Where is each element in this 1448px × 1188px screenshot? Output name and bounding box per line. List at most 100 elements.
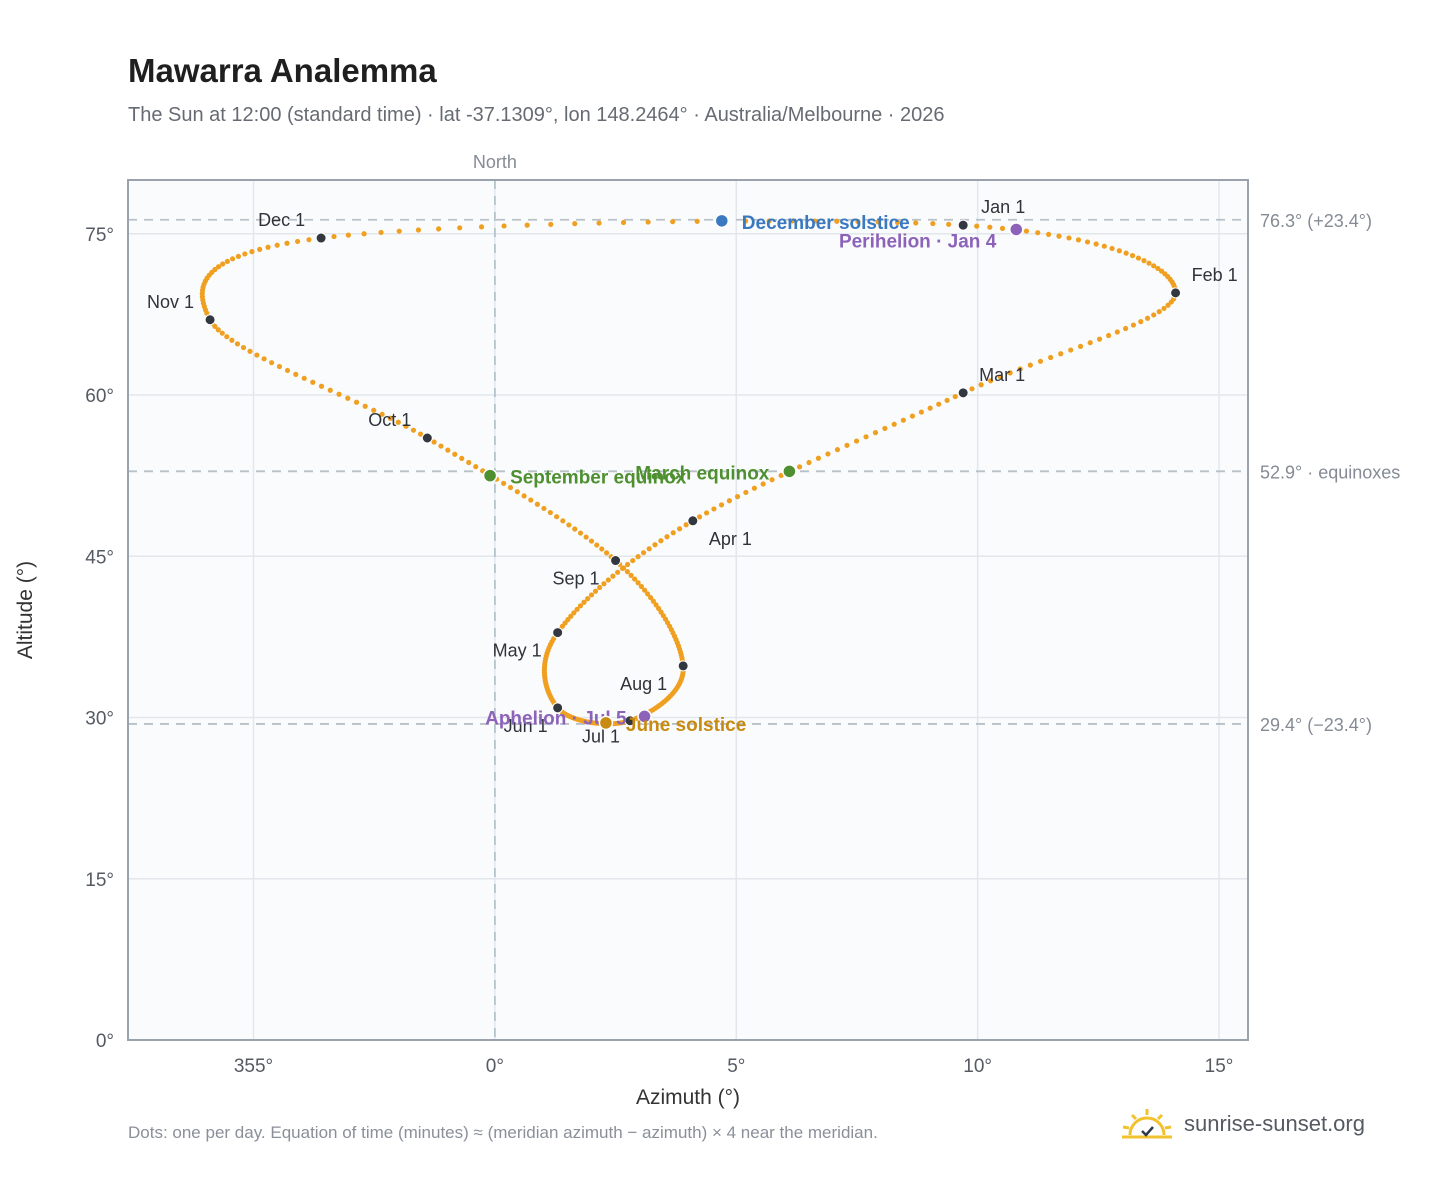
daily-sun-dot — [1165, 302, 1171, 308]
daily-sun-dot — [521, 493, 527, 499]
daily-sun-dot — [1096, 336, 1103, 342]
daily-sun-dot — [1135, 255, 1142, 261]
daily-sun-dot — [628, 572, 634, 578]
month-label: Aug 1 — [620, 674, 667, 694]
month-marker — [552, 702, 564, 714]
daily-sun-dot — [466, 459, 472, 466]
daily-sun-dot — [769, 477, 775, 483]
daily-sun-dot — [711, 506, 717, 512]
brand[interactable]: sunrise-sunset.org — [1120, 1102, 1365, 1146]
event-label: June solstice — [626, 715, 746, 736]
reference-line-label: 29.4° (−23.4°) — [1260, 715, 1372, 735]
daily-sun-dot — [894, 219, 901, 225]
daily-sun-dot — [234, 341, 241, 347]
daily-sun-dot — [445, 447, 451, 453]
daily-sun-dot — [574, 606, 580, 612]
daily-sun-dot — [946, 221, 952, 227]
daily-sun-dot — [261, 356, 267, 362]
month-marker — [1170, 287, 1182, 299]
daily-sun-dot — [293, 371, 299, 377]
month-marker — [204, 314, 216, 326]
daily-sun-dot — [1168, 299, 1174, 305]
daily-sun-dot — [632, 576, 638, 582]
chart-subtitle: The Sun at 12:00 (standard time) · lat -… — [128, 104, 945, 126]
daily-sun-dot — [1146, 260, 1152, 266]
daily-sun-dot — [415, 227, 422, 233]
daily-sun-dot — [909, 413, 916, 419]
month-marker — [610, 555, 622, 567]
daily-sun-dot — [361, 231, 367, 237]
daily-sun-dot — [696, 514, 703, 520]
daily-sun-dot — [247, 348, 253, 354]
brand-name: sunrise-sunset.org — [1184, 1111, 1365, 1136]
month-label: Oct 1 — [368, 410, 411, 430]
daily-sun-dot — [1109, 245, 1115, 252]
daily-sun-dot — [646, 546, 652, 552]
daily-sun-dot — [645, 591, 651, 597]
daily-sun-dot — [1027, 362, 1033, 368]
daily-sun-dot — [501, 480, 507, 486]
reference-line-label: 76.3° (+23.4°) — [1260, 211, 1372, 231]
daily-sun-dot — [610, 573, 616, 579]
daily-sun-dot — [224, 258, 230, 264]
daily-sun-dot — [1144, 315, 1151, 321]
daily-sun-dot — [855, 218, 861, 225]
daily-sun-dot — [395, 419, 401, 425]
daily-sun-dot — [577, 603, 584, 609]
daily-sun-dot — [417, 431, 424, 437]
daily-sun-dot — [812, 218, 818, 224]
daily-sun-dot — [1084, 239, 1091, 245]
daily-sun-dot — [331, 233, 337, 240]
event-label: March equinox — [635, 463, 770, 484]
daily-sun-dot — [524, 222, 530, 228]
daily-sun-dot — [927, 405, 933, 411]
x-axis-title: Azimuth (°) — [636, 1086, 740, 1109]
daily-sun-dot — [1161, 305, 1167, 312]
daily-sun-dot — [501, 223, 507, 229]
daily-sun-dot — [1114, 329, 1120, 335]
daily-sun-dot — [1151, 312, 1157, 318]
daily-sun-dot — [1087, 340, 1093, 346]
daily-sun-dot — [219, 330, 225, 336]
daily-sun-dot — [683, 522, 689, 528]
daily-sun-dot — [900, 417, 906, 423]
daily-sun-dot — [235, 253, 242, 259]
daily-sun-dot — [656, 605, 662, 612]
event-label: September equinox — [510, 468, 687, 489]
daily-sun-dot — [220, 261, 226, 267]
daily-sun-dot — [438, 443, 444, 449]
daily-sun-dot — [987, 378, 994, 384]
y-tick-label: 60° — [85, 386, 114, 407]
daily-sun-dot — [987, 224, 993, 230]
daily-sun-dot — [560, 518, 566, 524]
daily-sun-dot — [1138, 319, 1144, 325]
daily-sun-dot — [1106, 332, 1112, 339]
daily-sun-dot — [1037, 358, 1044, 364]
daily-sun-dot — [473, 464, 479, 470]
daily-sun-dot — [677, 526, 683, 532]
month-label: Feb 1 — [1192, 265, 1238, 285]
daily-sun-dot — [284, 240, 290, 246]
daily-sun-dot — [789, 218, 795, 224]
daily-sun-dot — [1141, 258, 1147, 264]
daily-sun-dot — [853, 438, 860, 444]
month-marker — [624, 715, 636, 727]
month-marker — [957, 387, 969, 399]
daily-sun-dot — [913, 220, 919, 226]
month-marker — [552, 627, 564, 639]
daily-sun-dot — [1048, 354, 1054, 361]
daily-sun-dot — [952, 393, 958, 400]
daily-sun-dot — [1129, 252, 1136, 259]
month-marker — [421, 432, 433, 444]
daily-sun-dot — [577, 530, 584, 536]
daily-sun-dot — [969, 386, 975, 392]
x-tick-label: 15° — [1205, 1056, 1234, 1077]
daily-sun-dot — [336, 391, 342, 397]
daily-sun-dot — [215, 327, 221, 333]
month-marker — [957, 219, 969, 231]
daily-sun-dot — [547, 509, 553, 516]
daily-sun-dot — [599, 546, 605, 552]
daily-sun-dot — [548, 221, 554, 227]
daily-sun-dot — [742, 218, 749, 224]
